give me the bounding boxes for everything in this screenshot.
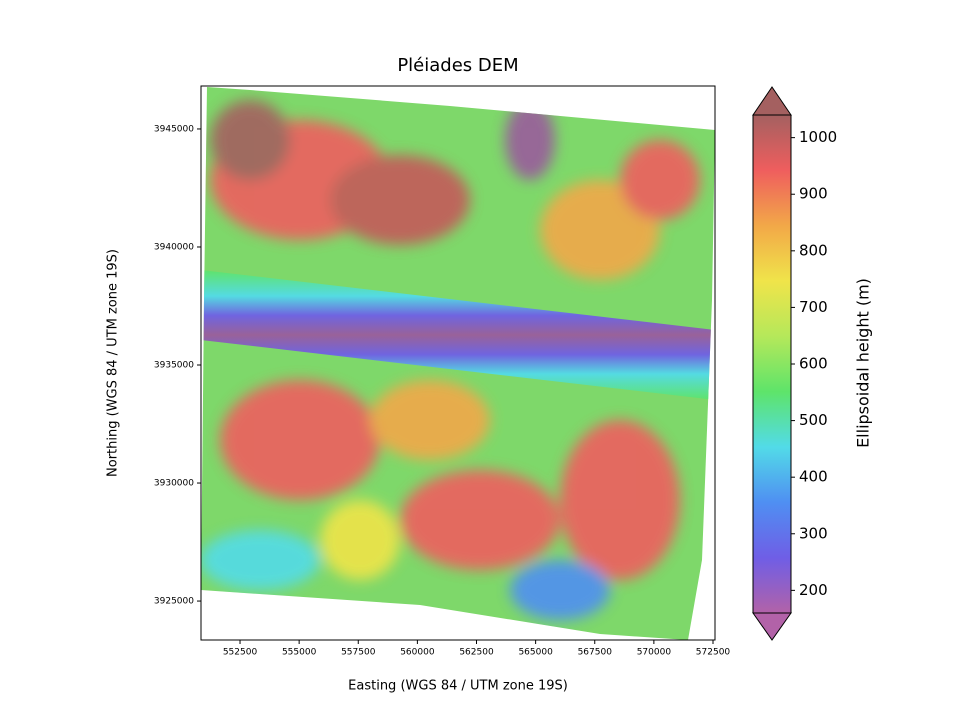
y-tick-label: 3930000 [154, 479, 194, 489]
colorbar-tick-label: 1000 [799, 128, 837, 146]
x-tick-label: 555000 [282, 648, 317, 658]
colorbar-tick-label: 500 [799, 411, 828, 429]
axes-frame [200, 85, 716, 641]
y-axis-label: Northing (WGS 84 / UTM zone 19S) [106, 249, 121, 477]
x-tick-label: 570000 [637, 648, 672, 658]
chart-title: Pléiades DEM [397, 55, 518, 76]
x-tick-label: 562500 [459, 648, 494, 658]
y-tick-label: 3940000 [154, 242, 194, 252]
colorbar [752, 114, 792, 614]
x-tick-label: 565000 [518, 648, 553, 658]
colorbar-tick-label: 400 [799, 468, 828, 486]
x-tick-label: 557500 [341, 648, 376, 658]
x-tick-label: 560000 [400, 648, 435, 658]
colorbar-tick-label: 700 [799, 298, 828, 316]
colorbar-label: Ellipsoidal height (m) [854, 278, 873, 448]
colorbar-tick-label: 300 [799, 524, 828, 542]
x-tick-label: 572500 [696, 648, 731, 658]
x-tick-label: 552500 [223, 648, 258, 658]
colorbar-tick-label: 900 [799, 185, 828, 203]
x-axis-label: Easting (WGS 84 / UTM zone 19S) [348, 679, 568, 694]
y-tick-label: 3925000 [154, 597, 194, 607]
colorbar-tick-label: 600 [799, 355, 828, 373]
colorbar-tick-label: 200 [799, 581, 828, 599]
y-tick-label: 3935000 [154, 361, 194, 371]
colorbar-tick-label: 800 [799, 241, 828, 259]
x-tick-label: 567500 [578, 648, 613, 658]
dem-raster [201, 87, 715, 640]
y-tick-label: 3945000 [154, 124, 194, 134]
